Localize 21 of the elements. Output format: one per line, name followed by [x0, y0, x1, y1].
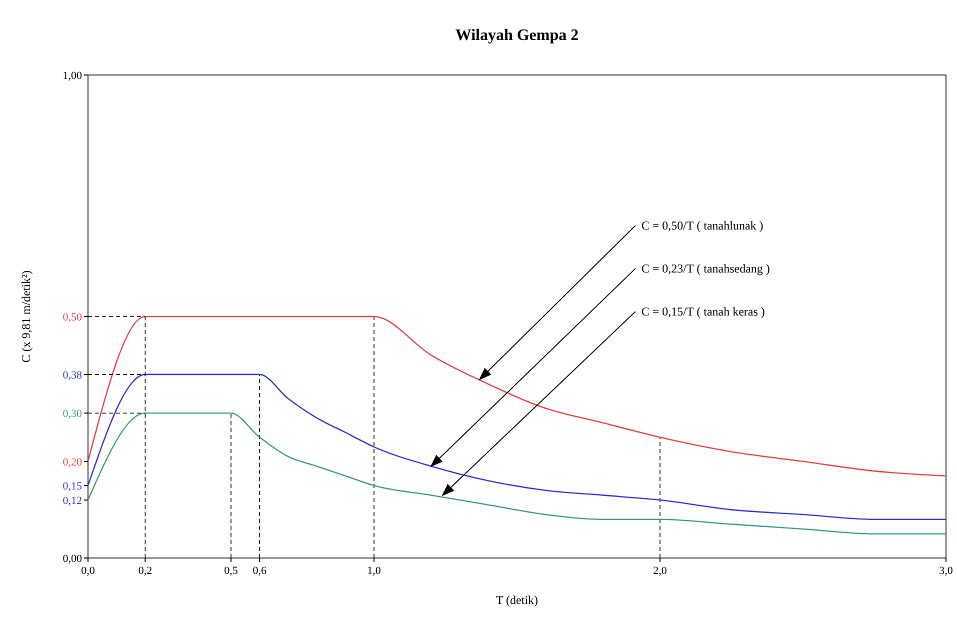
- x-tick-label: 0,6: [252, 565, 267, 577]
- annotation: C = 0,23/T ( tanahsedang ): [641, 262, 770, 276]
- x-tick-label: 0,2: [138, 565, 152, 577]
- annotation: C = 0,50/T ( tanahlunak ): [641, 218, 764, 233]
- x-tick-label: 0,0: [81, 565, 96, 577]
- x-tick-label: 0,5: [224, 565, 238, 577]
- annotation: C = 0,15/T ( tanah keras ): [641, 304, 765, 319]
- y-tick-label: 0,15: [62, 480, 82, 493]
- y-tick-label: 0,12: [62, 495, 82, 508]
- y-tick-label: 0,20: [62, 456, 82, 468]
- y-tick-label: 0,00: [62, 553, 82, 565]
- x-tick-label: 2,0: [653, 565, 668, 577]
- x-tick-label: 3,0: [939, 565, 954, 577]
- y-axis-title: C (x 9,81 m/detik²): [19, 270, 33, 363]
- y-tick-label: 0,50: [62, 312, 82, 324]
- y-tick-label: 1,00: [62, 70, 82, 82]
- y-tick-label: 0,38: [62, 369, 82, 382]
- x-axis-title: T (detik): [496, 593, 538, 607]
- y-tick-label: 0,30: [62, 408, 82, 420]
- x-tick-label: 1,0: [367, 565, 382, 577]
- chart-title: Wilayah Gempa 2: [455, 27, 579, 44]
